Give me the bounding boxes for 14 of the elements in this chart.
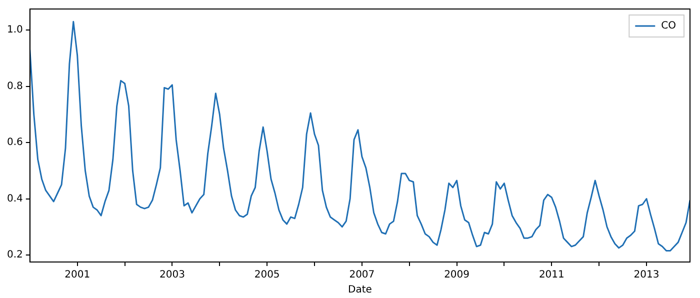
x-tick-label: 2009 bbox=[444, 270, 470, 281]
x-tick-label: 2003 bbox=[159, 270, 185, 281]
x-axis-title: Date bbox=[348, 284, 372, 296]
y-tick-label: 0.2 bbox=[6, 250, 23, 261]
legend-label: CO bbox=[661, 20, 676, 32]
x-tick-label: 2001 bbox=[64, 270, 90, 281]
y-tick-label: 0.4 bbox=[6, 193, 23, 204]
x-tick-label: 2005 bbox=[254, 270, 280, 281]
y-tick-label: 0.6 bbox=[6, 137, 23, 148]
x-tick-label: 2007 bbox=[349, 270, 375, 281]
y-tick-label: 0.8 bbox=[6, 80, 23, 92]
x-tick-label: 2013 bbox=[634, 270, 660, 281]
x-tick-label: 2011 bbox=[538, 270, 564, 281]
y-tick-label: 1.0 bbox=[6, 24, 23, 36]
